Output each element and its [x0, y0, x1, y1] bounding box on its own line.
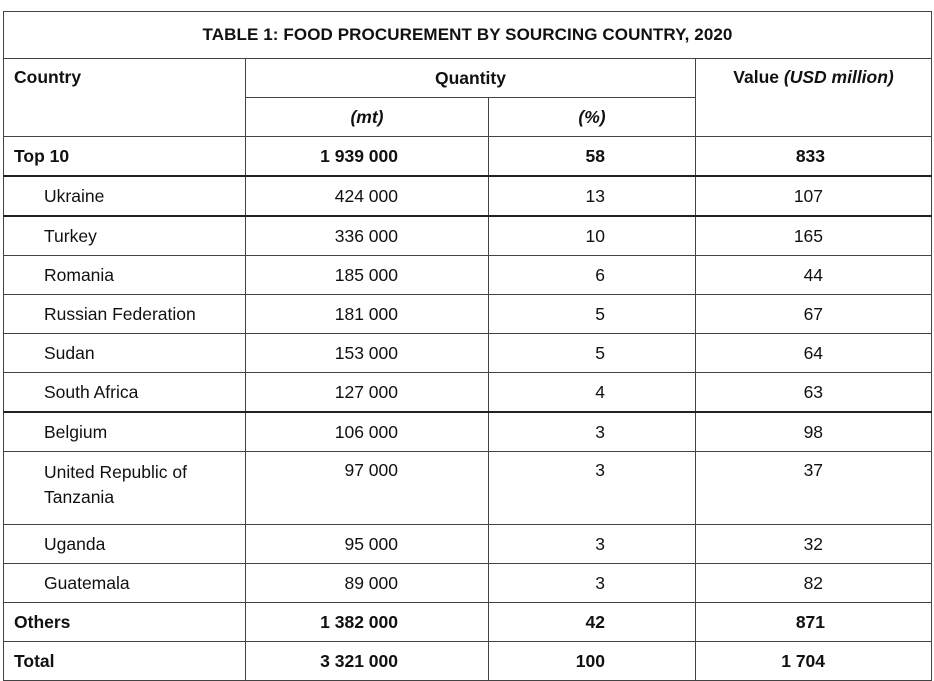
- value-cell: 67: [694, 294, 933, 334]
- mt-header: (mt): [245, 97, 489, 137]
- table-row: Romania 185 000 6 44: [3, 255, 933, 295]
- mt-cell: 97 000: [245, 451, 489, 525]
- pct-cell: 13: [488, 175, 696, 217]
- pct-cell: 10: [488, 215, 696, 256]
- pct-cell: 4: [488, 372, 696, 413]
- country-cell: Sudan: [3, 333, 246, 373]
- pct-cell: 5: [488, 294, 696, 334]
- value-cell: 37: [694, 451, 933, 525]
- value-header: Value (USD million): [694, 58, 933, 137]
- food-procurement-table: TABLE 1: FOOD PROCUREMENT BY SOURCING CO…: [2, 11, 933, 681]
- table-row: Uganda 95 000 3 32: [3, 524, 933, 564]
- value-header-label: Value: [733, 67, 780, 87]
- pct-cell: 3: [488, 451, 696, 525]
- table-container: TABLE 1: FOOD PROCUREMENT BY SOURCING CO…: [2, 11, 933, 681]
- country-cell: Others: [3, 602, 246, 642]
- pct-cell: 58: [488, 136, 696, 177]
- value-cell: 82: [694, 563, 933, 603]
- mt-cell: 106 000: [245, 411, 489, 452]
- pct-cell: 6: [488, 255, 696, 295]
- value-cell: 1 704: [694, 641, 933, 681]
- value-cell: 64: [694, 333, 933, 373]
- quantity-header: Quantity: [245, 58, 696, 98]
- table-row: United Republic of Tanzania 97 000 3 37: [3, 451, 933, 525]
- table-row: Belgium 106 000 3 98: [3, 411, 933, 452]
- value-cell: 871: [694, 602, 933, 642]
- mt-cell: 1 939 000: [245, 136, 489, 177]
- table-row: Sudan 153 000 5 64: [3, 333, 933, 373]
- value-cell: 833: [694, 136, 933, 177]
- value-cell: 63: [694, 372, 933, 413]
- mt-cell: 3 321 000: [245, 641, 489, 681]
- value-cell: 165: [694, 215, 933, 256]
- country-cell: United Republic of Tanzania: [3, 451, 246, 525]
- country-cell: Uganda: [3, 524, 246, 564]
- value-cell: 107: [694, 175, 933, 217]
- pct-cell: 100: [488, 641, 696, 681]
- pct-cell: 5: [488, 333, 696, 373]
- table-title: TABLE 1: FOOD PROCUREMENT BY SOURCING CO…: [2, 11, 933, 59]
- country-header: Country: [3, 58, 246, 137]
- mt-cell: 153 000: [245, 333, 489, 373]
- country-cell: Total: [3, 641, 246, 681]
- mt-cell: 185 000: [245, 255, 489, 295]
- value-cell: 44: [694, 255, 933, 295]
- country-cell: Top 10: [3, 136, 246, 177]
- table-row: South Africa 127 000 4 63: [3, 372, 933, 413]
- country-cell: Guatemala: [3, 563, 246, 603]
- table-row: Total 3 321 000 100 1 704: [3, 641, 933, 681]
- mt-cell: 1 382 000: [245, 602, 489, 642]
- pct-header: (%): [488, 97, 696, 137]
- country-cell: South Africa: [3, 372, 246, 413]
- value-cell: 32: [694, 524, 933, 564]
- pct-cell: 3: [488, 524, 696, 564]
- table-row: Top 10 1 939 000 58 833: [3, 136, 933, 177]
- value-header-unit: (USD million): [783, 67, 894, 87]
- country-cell: Romania: [3, 255, 246, 295]
- country-cell: Belgium: [3, 411, 246, 452]
- table-row: Russian Federation 181 000 5 67: [3, 294, 933, 334]
- country-cell: Ukraine: [3, 175, 246, 217]
- table-row: Guatemala 89 000 3 82: [3, 563, 933, 603]
- country-cell: Turkey: [3, 215, 246, 256]
- country-cell: Russian Federation: [3, 294, 246, 334]
- table-row: Turkey 336 000 10 165: [3, 215, 933, 256]
- value-cell: 98: [694, 411, 933, 452]
- pct-cell: 3: [488, 563, 696, 603]
- mt-cell: 89 000: [245, 563, 489, 603]
- table-row: Others 1 382 000 42 871: [3, 602, 933, 642]
- pct-cell: 3: [488, 411, 696, 452]
- table-row: Ukraine 424 000 13 107: [3, 175, 933, 217]
- pct-cell: 42: [488, 602, 696, 642]
- mt-cell: 181 000: [245, 294, 489, 334]
- mt-cell: 95 000: [245, 524, 489, 564]
- mt-cell: 336 000: [245, 215, 489, 256]
- mt-cell: 127 000: [245, 372, 489, 413]
- mt-cell: 424 000: [245, 175, 489, 217]
